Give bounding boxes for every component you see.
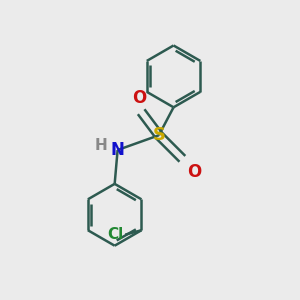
Text: N: N bbox=[111, 141, 124, 159]
Text: Cl: Cl bbox=[107, 227, 124, 242]
Text: S: S bbox=[152, 126, 165, 144]
Text: O: O bbox=[133, 89, 147, 107]
Text: H: H bbox=[95, 138, 108, 153]
Text: O: O bbox=[187, 163, 201, 181]
